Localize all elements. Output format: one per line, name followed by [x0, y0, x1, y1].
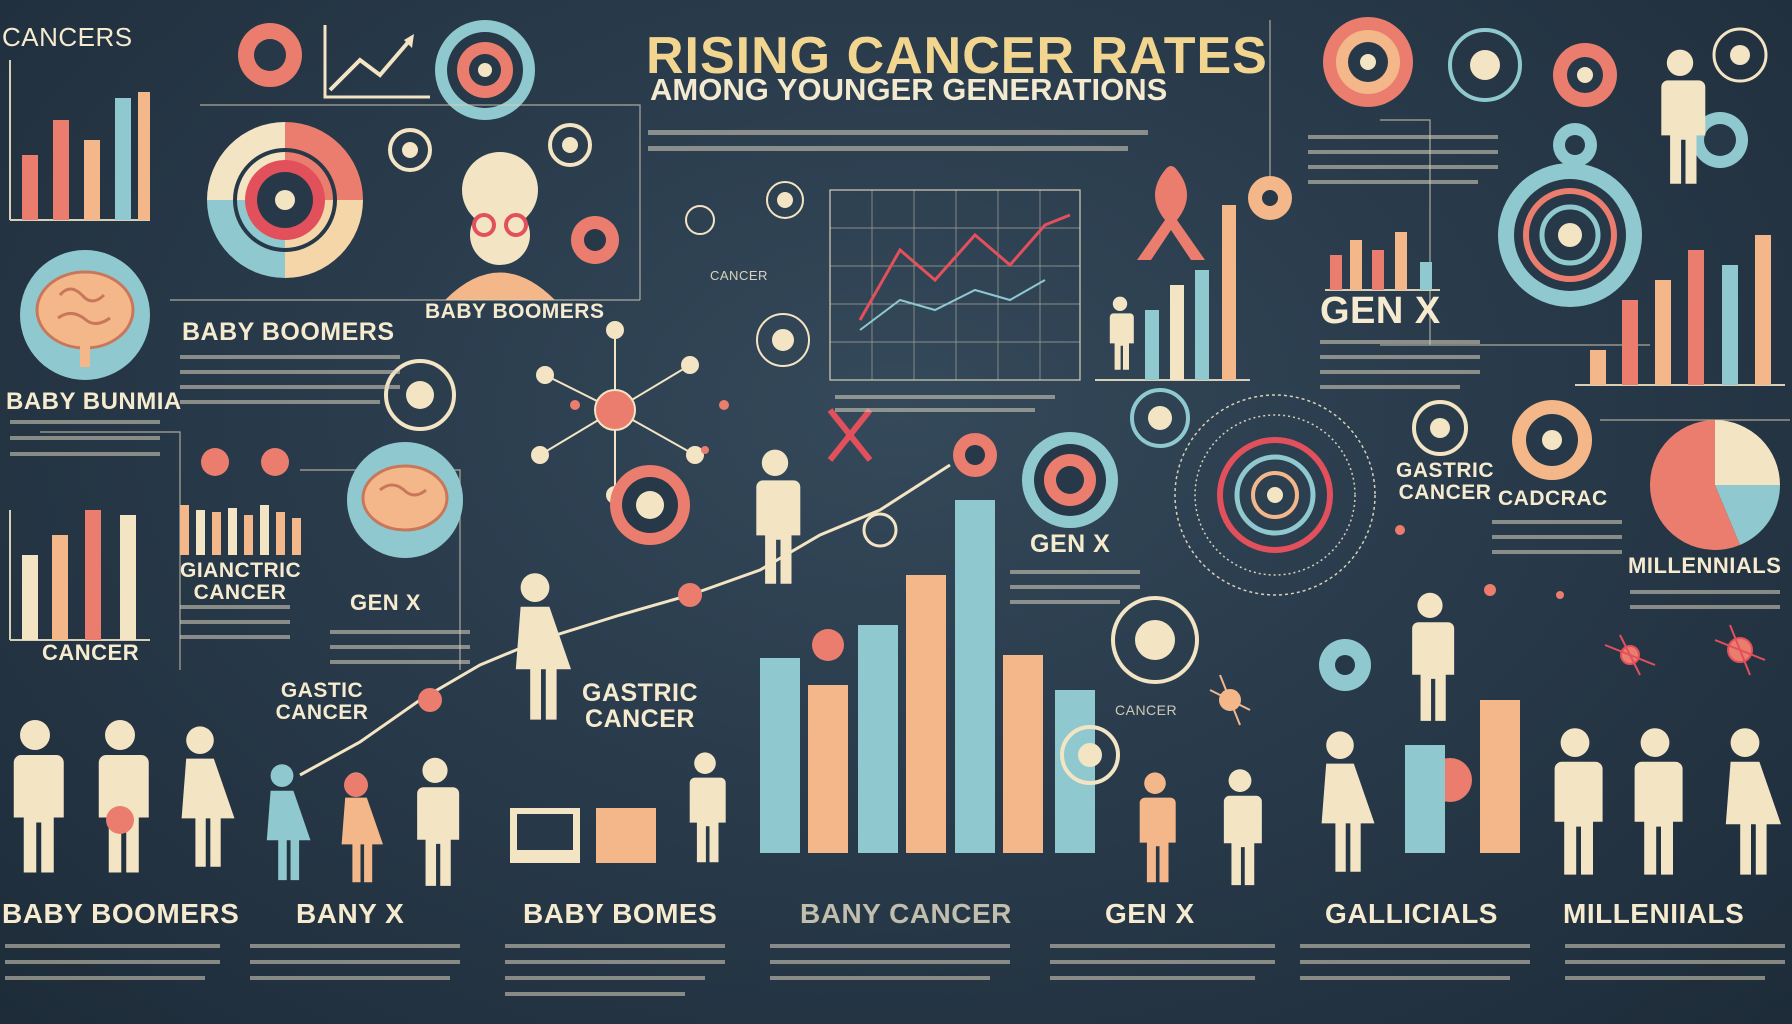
center-line-chart: [829, 189, 1081, 381]
label-gastric-cancer-right: GASTRIC CANCER: [1396, 459, 1494, 504]
small-molecules: [1209, 624, 1766, 726]
label-gastic-cancer: GASTIC CANCER: [275, 679, 369, 724]
label-gen-x-middle: GEN X: [1030, 530, 1111, 558]
bottom-label-2: BANY X: [296, 898, 405, 929]
label-baby-boomers-portrait: BABY BOOMERS: [425, 300, 605, 323]
bottom-label-4: BANY CANCER: [800, 898, 1012, 929]
page-title: RISING CANCER RATES: [646, 27, 1268, 85]
top-right-targets: [1323, 17, 1768, 307]
pie-icon: [1650, 420, 1780, 550]
label-baby-bunmia: BABY BUNMIA: [6, 388, 182, 415]
top-left-bar-chart: [9, 60, 150, 221]
x-icon: [827, 408, 873, 462]
ribbon-icon: [1137, 166, 1205, 260]
bottom-label-7: MILLENIIALS: [1563, 898, 1745, 929]
label-gastric-cancer-center: GASTRIC CANCER: [582, 679, 698, 733]
elder-portrait: [445, 152, 555, 300]
target-icon: [201, 20, 619, 476]
label-cadcrac: CADCRAC: [1498, 487, 1608, 510]
lower-right-bars: [1405, 700, 1520, 853]
bottom-label-5: GEN X: [1105, 898, 1195, 929]
page-subtitle: AMONG YOUNGER GENERATIONS: [650, 72, 1168, 107]
label-cancer-small: CANCER: [1115, 702, 1178, 718]
person-icon: [1661, 49, 1706, 184]
label-gen-x-right: GEN X: [1320, 290, 1441, 332]
label-millennials-pie: MILLENNIALS: [1628, 553, 1782, 578]
label-baby-boomers-left: BABY BOOMERS: [182, 318, 395, 346]
brain-icon-center: [347, 442, 463, 558]
label-gianctric-cancer: GIANCTRIC CANCER: [180, 559, 302, 604]
large-target: [1022, 388, 1592, 785]
label-cancers: CANCERS: [2, 22, 133, 52]
bottom-label-3: BABY BOMES: [523, 898, 718, 929]
molecule-icon: [531, 181, 810, 504]
bottom-label-6: GALLICIALS: [1325, 898, 1498, 929]
center-people: [510, 449, 801, 863]
label-cancer-chart: CANCER: [710, 268, 768, 283]
decorative-dots: [570, 400, 1564, 599]
center-rising-bar-chart: [299, 433, 1095, 853]
brain-icon-left: [20, 250, 150, 380]
left-bar-chart: [9, 505, 301, 641]
line-chart-icon: [323, 25, 430, 99]
label-gen-x-brain: GEN X: [350, 590, 421, 615]
bottom-label-1: BABY BOOMERS: [2, 898, 240, 929]
boomers-pie: [207, 122, 363, 278]
ribbon-bar-chart: [1095, 205, 1250, 381]
right-bar-chart: [1325, 232, 1785, 386]
label-cancer-left: CANCER: [42, 640, 140, 665]
